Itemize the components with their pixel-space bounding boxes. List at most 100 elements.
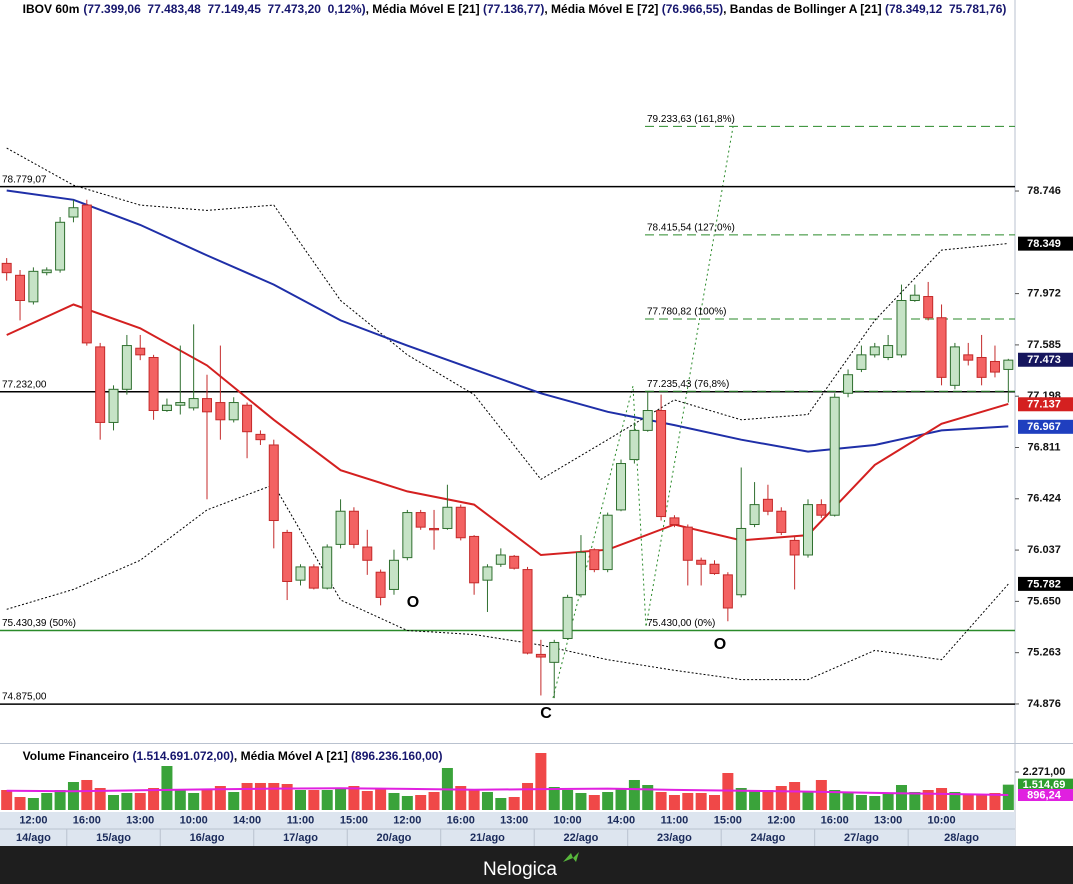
- x-tick-label: 11:00: [661, 814, 689, 826]
- fibonacci-label: 78.415,54 (127,0%): [647, 222, 735, 233]
- study-name: , Média Móvel A [21]: [234, 749, 351, 763]
- volume-bar: [201, 790, 213, 810]
- volume-bar: [214, 786, 226, 810]
- volume-bar: [962, 795, 974, 810]
- candle-body: [682, 526, 693, 561]
- x-tick-label: 12:00: [393, 814, 421, 826]
- fibonacci-label: 77.780,82 (100%): [647, 307, 727, 318]
- candle-body: [228, 402, 239, 421]
- candle-body: [121, 345, 132, 390]
- volume-bar: [668, 795, 680, 810]
- volume-bar: [895, 784, 907, 810]
- x-tick-label: 10:00: [180, 814, 208, 826]
- y-tick-label: 2.271,00: [1023, 766, 1066, 778]
- x-tick-label: 12:00: [19, 814, 47, 826]
- x-tick-label: 13:00: [126, 814, 154, 826]
- y-tick-label: 76.811: [1027, 441, 1060, 453]
- candle-body: [469, 535, 480, 584]
- volume-bar: [361, 791, 373, 810]
- volume-bar: [602, 791, 614, 810]
- study-name: Volume Financeiro: [23, 749, 133, 763]
- y-tick-label: 76.424: [1027, 493, 1062, 505]
- volume-bar: [989, 792, 1001, 810]
- footer: [0, 846, 1073, 884]
- volume-bar: [535, 752, 547, 810]
- candle-body: [362, 546, 373, 561]
- volume-bar: [281, 783, 293, 810]
- candle-body: [268, 444, 279, 522]
- volume-bar: [67, 782, 79, 810]
- volume-bar: [495, 798, 507, 810]
- candle-body: [562, 596, 573, 639]
- candle-body: [776, 510, 787, 533]
- candle-body: [816, 504, 827, 516]
- volume-bar: [41, 792, 53, 810]
- y-tick-label: 75.263: [1027, 647, 1061, 659]
- volume-bar: [628, 779, 640, 810]
- volume-bar: [949, 791, 961, 810]
- volume-bar: [161, 766, 173, 810]
- volume-bar: [174, 790, 186, 810]
- candle-body: [495, 554, 506, 565]
- candle-body: [696, 559, 707, 565]
- volume-bar: [815, 779, 827, 810]
- candle-body: [789, 539, 800, 556]
- volume-bar: [335, 787, 347, 810]
- candle-body: [95, 346, 106, 423]
- volume-bar: [188, 792, 200, 810]
- indicator-line: [6, 189, 1009, 453]
- volume-bar: [882, 792, 894, 810]
- candle-body: [28, 270, 39, 303]
- candle-body: [883, 345, 894, 358]
- y-tick-label: 74.876: [1027, 698, 1061, 710]
- volume-bar: [642, 784, 654, 810]
- x-tick-label: 15:00: [714, 814, 742, 826]
- price-level-label: 78.779,07: [2, 174, 47, 185]
- candle-body: [762, 498, 773, 512]
- volume-bar: [508, 796, 520, 810]
- volume-badge: [1018, 778, 1073, 791]
- volume-bar: [455, 786, 467, 810]
- candle-body: [215, 402, 226, 421]
- candle-body: [255, 433, 266, 441]
- candle-body: [415, 512, 426, 528]
- volume-bar: [1, 790, 13, 810]
- date-label: 23/ago: [657, 832, 692, 844]
- candle-body: [282, 531, 293, 582]
- candle-body: [402, 512, 413, 559]
- candle-body: [455, 506, 466, 539]
- y-tick-label: 77.585: [1027, 339, 1061, 351]
- volume-bar: [749, 790, 761, 810]
- volume-bar: [709, 795, 721, 810]
- candle-body: [41, 269, 52, 274]
- volume-bar: [401, 795, 413, 810]
- candle-body: [616, 463, 627, 511]
- study-value: (896.236.160,00): [351, 749, 442, 763]
- candle-body: [936, 317, 947, 378]
- x-tick-label: 14:00: [607, 814, 635, 826]
- candle-body: [15, 274, 26, 301]
- candle-body: [242, 404, 253, 433]
- volume-bar: [481, 791, 493, 810]
- candle-body: [896, 299, 907, 356]
- date-label: 24/ago: [750, 832, 785, 844]
- candle-body: [55, 221, 66, 271]
- volume-bar: [789, 782, 801, 810]
- candle-body: [535, 653, 546, 658]
- volume-bar: [134, 792, 146, 810]
- candle-body: [388, 559, 399, 590]
- indicator-line: [6, 303, 1009, 557]
- candle-body: [148, 356, 159, 412]
- candle-body: [923, 296, 934, 319]
- candle-body: [736, 527, 747, 596]
- price-level-label: 77.232,00: [2, 379, 47, 390]
- candle-body: [108, 388, 119, 423]
- price-badge: [1018, 236, 1073, 251]
- candle-body: [348, 510, 359, 545]
- y-tick-label: 75.650: [1027, 595, 1061, 607]
- volume-bar: [121, 792, 133, 810]
- candle-body: [802, 504, 813, 556]
- volume-bar: [348, 786, 360, 810]
- annotation: O: [714, 636, 726, 653]
